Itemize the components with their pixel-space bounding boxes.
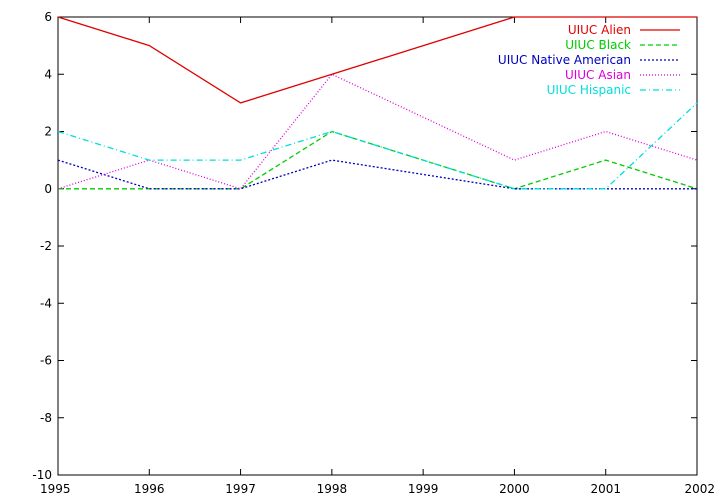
y-tick-label: -6 xyxy=(40,354,52,368)
y-tick-label: -10 xyxy=(32,468,52,482)
y-tick-label: 0 xyxy=(44,182,52,196)
y-tick-label: -8 xyxy=(40,411,52,425)
legend-label: UIUC Hispanic xyxy=(547,83,631,97)
x-tick-label: 2002 xyxy=(684,482,715,496)
legend-label: UIUC Asian xyxy=(565,68,631,82)
series-line-5 xyxy=(57,102,698,190)
x-tick-label: 2000 xyxy=(499,482,530,496)
x-tick-label: 2001 xyxy=(590,482,621,496)
y-tick-label: 2 xyxy=(44,125,52,139)
y-tick-label: -2 xyxy=(40,239,52,253)
x-tick-label: 1995 xyxy=(40,482,71,496)
series-lines xyxy=(57,16,698,190)
x-tick-label: 1996 xyxy=(134,482,165,496)
axis-tick-labels: -10 -8 -6 -4 -2 0 2 4 6 1995 1996 1997 1998 1999 2000 2… xyxy=(32,10,715,496)
legend-label: UIUC Native American xyxy=(498,53,631,67)
y-tick-label: 6 xyxy=(44,10,52,24)
y-tick-label: -4 xyxy=(40,296,52,310)
legend-label: UIUC Alien xyxy=(568,23,631,37)
x-tick-label: 1998 xyxy=(317,482,348,496)
legend-label: UIUC Black xyxy=(565,38,631,52)
x-tick-label: 1997 xyxy=(225,482,256,496)
x-tick-label: 1999 xyxy=(408,482,439,496)
series-line-1 xyxy=(57,16,697,104)
y-tick-label: 4 xyxy=(44,67,52,81)
series-line-3 xyxy=(57,159,697,190)
